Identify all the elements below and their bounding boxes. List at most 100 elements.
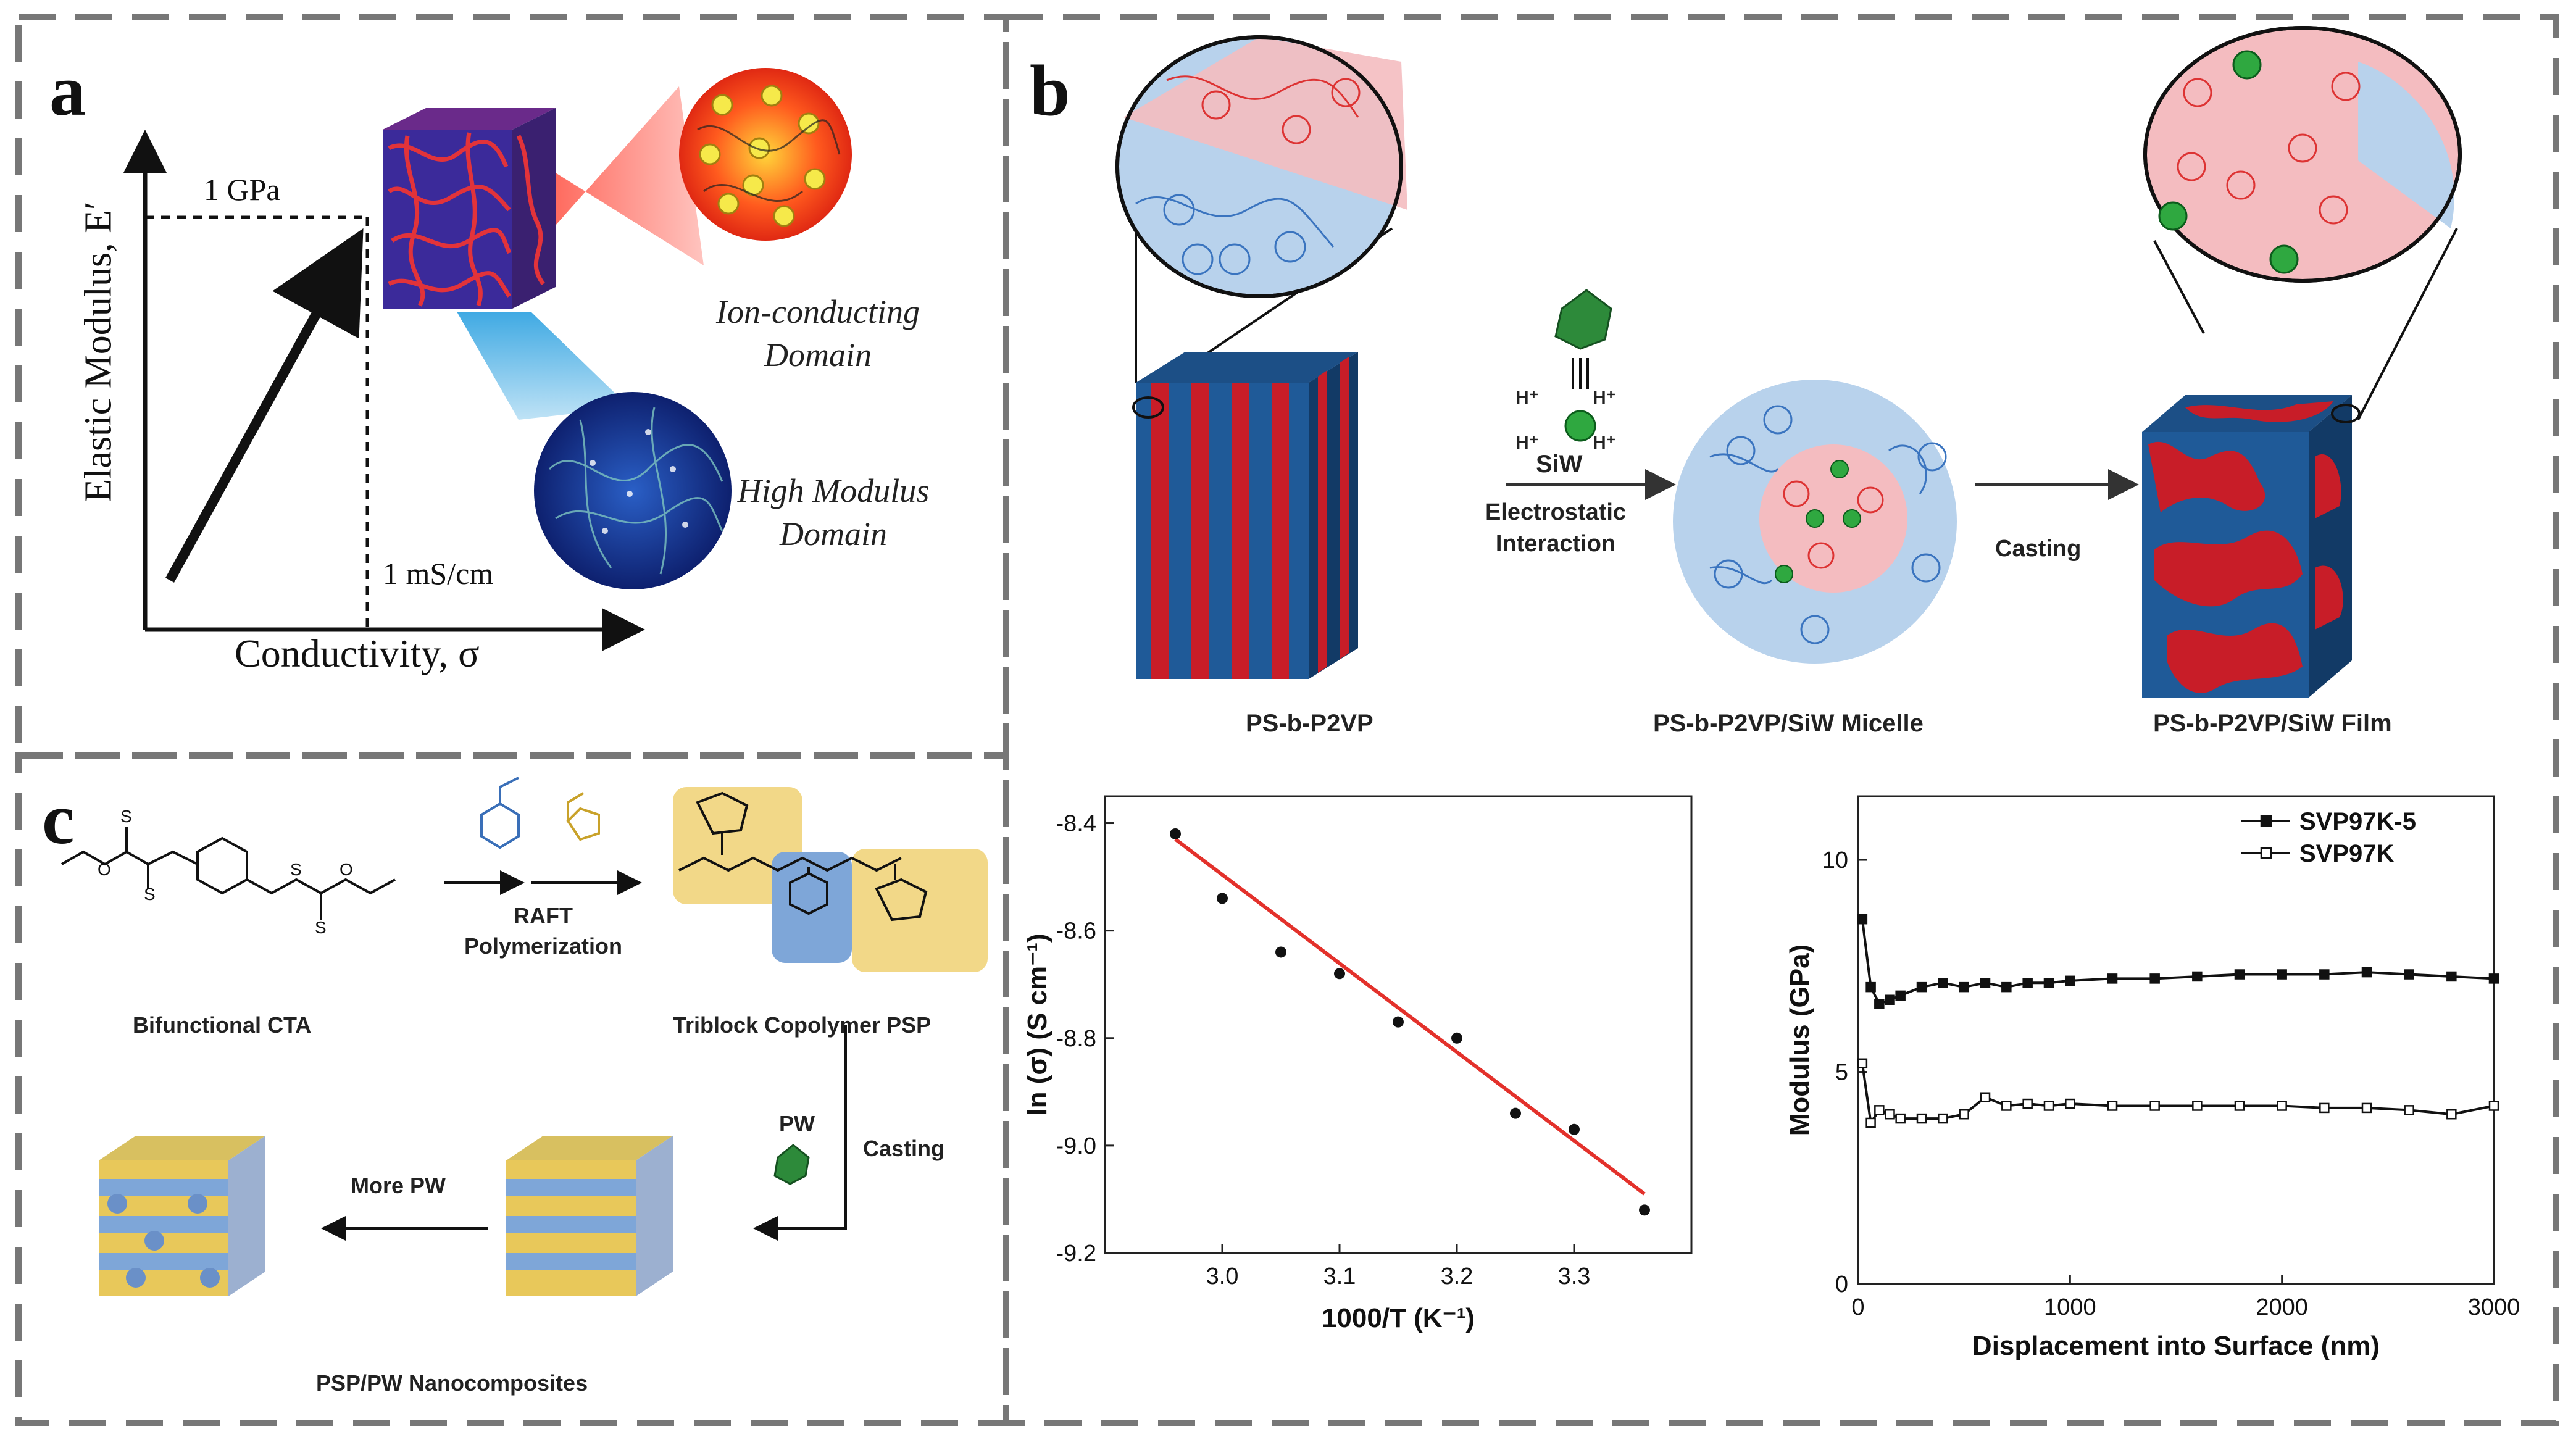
label-film: PS-b-P2VP/SiW Film xyxy=(2153,710,2392,737)
series-marker xyxy=(2404,969,2414,980)
x-tick-label: 0 xyxy=(1851,1294,1864,1320)
series-marker xyxy=(1857,1058,1868,1069)
series-marker xyxy=(1865,981,1876,993)
data-point xyxy=(1334,968,1345,980)
svg-text:O: O xyxy=(340,860,353,879)
series-marker xyxy=(2277,969,2287,980)
series-marker xyxy=(1916,981,1927,993)
legend-marker xyxy=(2260,847,2272,859)
legend-label: SVP97K-5 xyxy=(2299,808,2416,835)
hplus-top-right: H⁺ xyxy=(1593,388,1616,408)
panel-letter-c: c xyxy=(42,778,75,859)
panel-a-conductivity-threshold: 1 mS/cm xyxy=(383,556,494,591)
hplus-top-left: H⁺ xyxy=(1515,388,1539,408)
panel-c-graphic: S S O S S O xyxy=(61,777,988,1296)
electrostatic-label: Electrostatic Interaction xyxy=(1475,497,1636,560)
svg-text:S: S xyxy=(315,918,327,937)
panel-a-modulus-domain-label: High Modulus Domain xyxy=(716,469,951,556)
x-axis-label: Displacement into Surface (nm) xyxy=(1972,1331,2380,1361)
y-tick-label: 10 xyxy=(1822,847,1848,873)
panel-a-x-axis-label: Conductivity, σ xyxy=(235,631,480,675)
series-marker xyxy=(2022,978,2033,988)
label-ps-b-p2vp: PS-b-P2VP xyxy=(1246,710,1373,737)
y-tick-label: -9.0 xyxy=(1056,1133,1096,1159)
series-marker xyxy=(1874,1105,1885,1115)
raft-label: RAFT Polymerization xyxy=(444,901,642,961)
series-marker xyxy=(1959,1109,1969,1120)
legend-marker xyxy=(2260,815,2272,827)
nanocomposite-label: PSP/PW Nanocomposites xyxy=(316,1370,588,1396)
series-marker xyxy=(2319,1102,2330,1114)
electrostatic-line1: Electrostatic xyxy=(1485,499,1627,525)
series-marker xyxy=(2446,971,2457,982)
series-marker xyxy=(2234,969,2245,980)
x-tick-label: 3.3 xyxy=(1558,1264,1591,1289)
data-point xyxy=(1639,1204,1650,1216)
series-marker xyxy=(2192,1101,2203,1111)
plot-frame xyxy=(1857,795,2495,1285)
series-marker xyxy=(1874,999,1885,1009)
ion-domain-line2: Domain xyxy=(764,336,872,374)
series-marker xyxy=(2022,1098,2033,1109)
hplus-bottom-left: H⁺ xyxy=(1515,433,1539,453)
series-marker xyxy=(2107,973,2118,984)
triblock-label: Triblock Copolymer PSP xyxy=(673,1012,932,1038)
series-marker xyxy=(1938,978,1948,988)
series-marker xyxy=(2234,1101,2245,1111)
series-marker xyxy=(2488,973,2499,984)
series-marker xyxy=(2149,1101,2160,1111)
data-point xyxy=(1451,1032,1462,1044)
series-marker xyxy=(1885,994,1895,1005)
data-point xyxy=(1569,1123,1580,1135)
series-marker xyxy=(1885,1109,1895,1120)
electrostatic-line2: Interaction xyxy=(1495,531,1616,557)
y-tick-label: 5 xyxy=(1835,1060,1848,1086)
series-marker xyxy=(1895,1113,1906,1124)
series-marker xyxy=(2404,1105,2414,1115)
svg-text:S: S xyxy=(120,807,132,826)
panel-b-schematic xyxy=(1115,26,2462,698)
chart-conductivity-arrhenius: 3.0 3.1 3.2 3.3 -8.4 -8.6 -8.8 -9.0 -9.2 1000/T (… xyxy=(1022,795,1693,1333)
cta-label: Bifunctional CTA xyxy=(133,1012,312,1038)
series-marker xyxy=(2446,1109,2457,1120)
y-tick-label: -8.8 xyxy=(1056,1026,1096,1052)
x-tick-label: 1000 xyxy=(2044,1294,2096,1320)
more-pw-label: More PW xyxy=(351,1173,446,1198)
series-marker xyxy=(1916,1113,1927,1124)
series-marker xyxy=(2065,1098,2075,1109)
raft-line1: RAFT xyxy=(514,903,573,928)
panel-a-ion-domain-label: Ion-conducting Domain xyxy=(701,290,935,377)
data-point xyxy=(1393,1016,1404,1028)
x-tick-label: 3.0 xyxy=(1206,1264,1239,1289)
y-axis-label: ln (σ) (S cm⁻¹) xyxy=(1022,933,1052,1115)
x-tick-label: 2000 xyxy=(2256,1294,2308,1320)
fit-line xyxy=(1174,838,1646,1196)
x-tick-label: 3.1 xyxy=(1323,1264,1356,1289)
legend-label: SVP97K xyxy=(2299,840,2395,867)
casting-label-c: Casting xyxy=(863,1136,945,1161)
series-marker xyxy=(2192,971,2203,982)
series-marker xyxy=(1938,1113,1948,1124)
series-marker xyxy=(2488,1101,2499,1111)
siw-label: SiW xyxy=(1536,451,1583,478)
x-tick-label: 3.2 xyxy=(1441,1264,1473,1289)
label-micelle: PS-b-P2VP/SiW Micelle xyxy=(1653,710,1924,737)
y-tick-label: -9.2 xyxy=(1056,1241,1096,1267)
series-marker xyxy=(1980,978,1991,988)
panel-a-modulus-threshold: 1 GPa xyxy=(204,172,280,207)
series-marker xyxy=(2319,969,2330,980)
y-tick-label: -8.4 xyxy=(1056,811,1096,837)
series-marker xyxy=(2361,967,2372,978)
panel-letter-a: a xyxy=(49,50,86,131)
ion-domain-line1: Ion-conducting xyxy=(716,293,920,330)
y-axis-label: Modulus (GPa) xyxy=(1785,944,1815,1136)
series-marker xyxy=(2107,1101,2118,1111)
series-marker xyxy=(1895,990,1906,1001)
svg-text:S: S xyxy=(144,885,156,904)
hplus-bottom-right: H⁺ xyxy=(1593,433,1616,453)
pw-label: PW xyxy=(779,1111,815,1136)
series-marker xyxy=(1980,1092,1991,1102)
data-point xyxy=(1217,893,1228,904)
casting-label-b: Casting xyxy=(1995,536,2082,562)
